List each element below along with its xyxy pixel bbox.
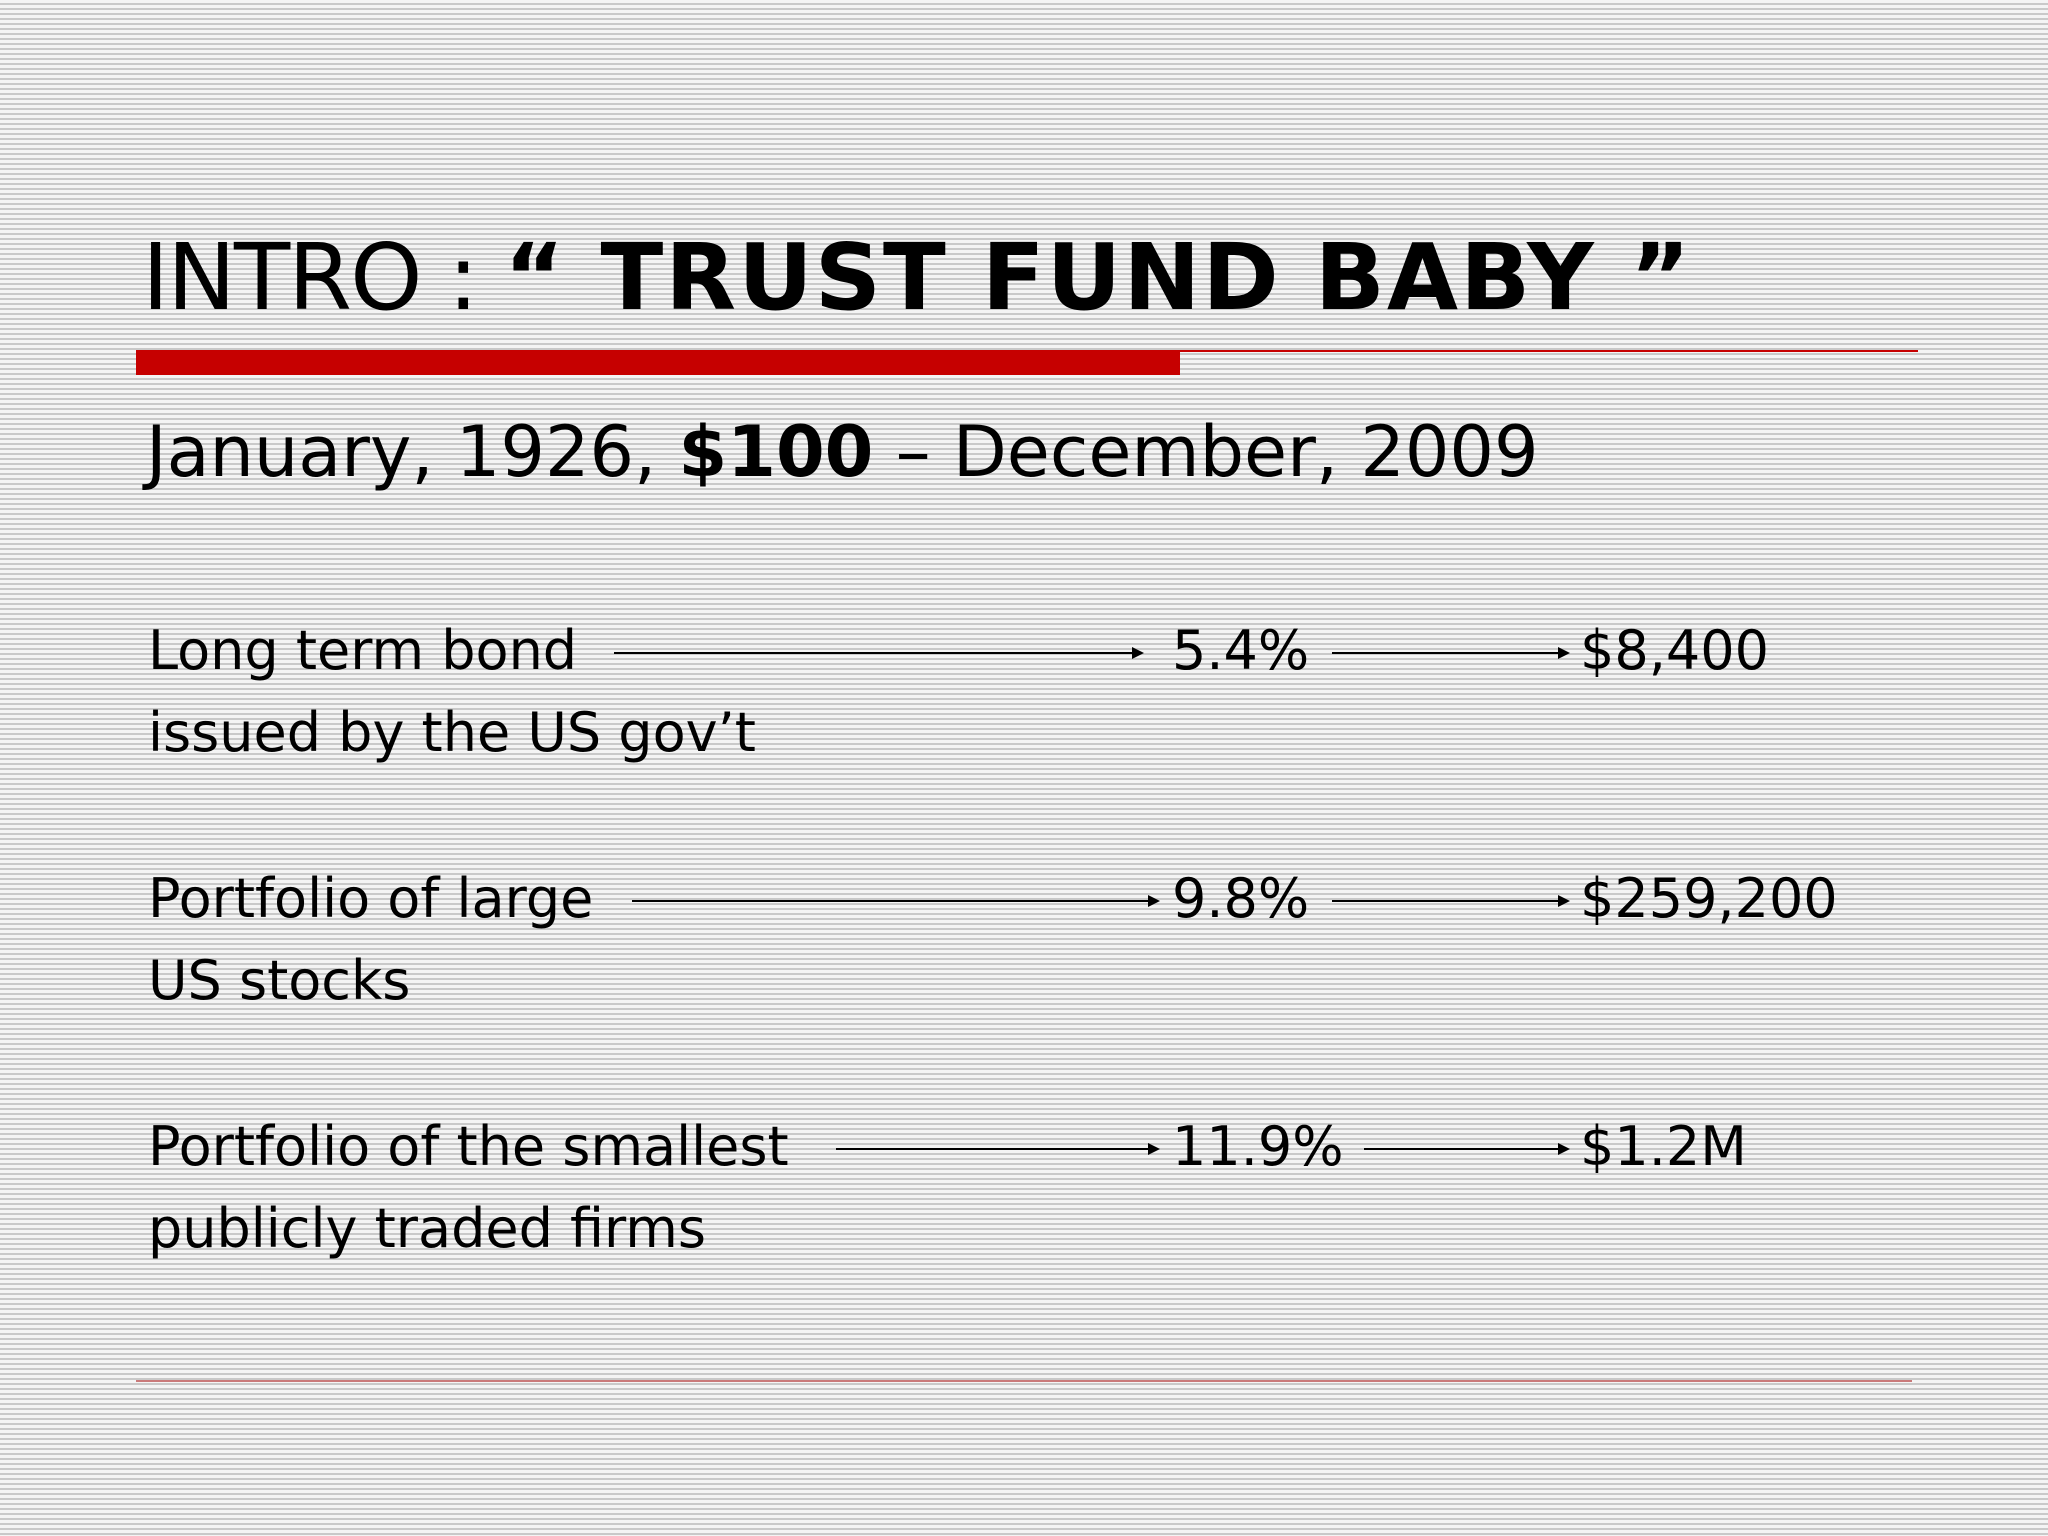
subtitle-end: – December, 2009	[873, 411, 1539, 493]
investment-label-line2: US stocks	[148, 949, 411, 1012]
investment-label-line2: issued by the US gov’t	[148, 701, 756, 764]
final-amount: $1.2M	[1580, 1115, 1747, 1178]
title-underline-thick	[136, 350, 1180, 375]
investment-label-line1: Long term bond	[148, 619, 578, 682]
return-rate: 5.4%	[1172, 619, 1310, 682]
investment-label-line1: Portfolio of large	[148, 867, 594, 930]
investment-label-line2: publicly traded firms	[148, 1197, 707, 1260]
investment-label-line1: Portfolio of the smallest	[148, 1115, 789, 1178]
title-emphasis: “ TRUST FUND BABY ”	[503, 224, 1693, 331]
right-arrow-icon	[836, 1143, 1160, 1155]
footer-divider	[136, 1380, 1912, 1382]
return-rate: 11.9%	[1172, 1115, 1344, 1178]
right-arrow-icon	[632, 895, 1160, 907]
right-arrow-icon	[614, 647, 1144, 659]
investment-row: Portfolio of the smallest publicly trade…	[0, 1106, 2048, 1286]
final-amount: $259,200	[1580, 867, 1838, 930]
right-arrow-icon	[1332, 647, 1570, 659]
investment-row: Long term bond issued by the US gov’t 5.…	[0, 610, 2048, 790]
title-underline-thin	[1180, 350, 1918, 352]
investment-row: Portfolio of large US stocks 9.8% $259,2…	[0, 858, 2048, 1038]
subtitle-amount: $100	[678, 411, 874, 493]
right-arrow-icon	[1332, 895, 1570, 907]
title-prefix: INTRO :	[142, 224, 504, 331]
return-rate: 9.8%	[1172, 867, 1310, 930]
investment-label: Portfolio of large US stocks	[148, 858, 593, 1022]
investment-label: Long term bond issued by the US gov’t	[148, 610, 756, 774]
slide-title: INTRO : “ TRUST FUND BABY ”	[142, 218, 1692, 338]
investment-label: Portfolio of the smallest publicly trade…	[148, 1106, 789, 1270]
slide-subtitle: January, 1926, $100 – December, 2009	[146, 402, 1539, 502]
final-amount: $8,400	[1580, 619, 1769, 682]
right-arrow-icon	[1364, 1143, 1570, 1155]
subtitle-start: January, 1926,	[146, 411, 679, 493]
